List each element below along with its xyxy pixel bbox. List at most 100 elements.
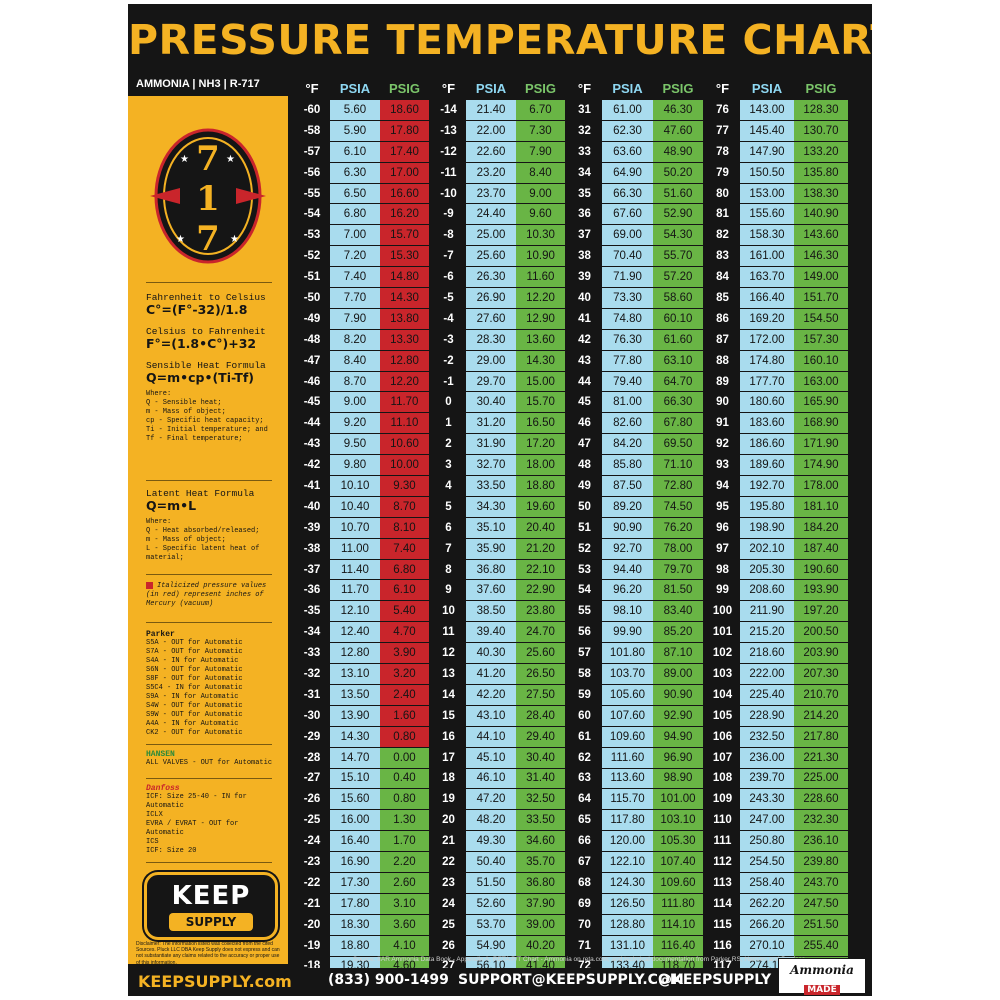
sensible-heat-formula: Q=m•cp•(Ti-Tf) <box>146 370 255 385</box>
temp-f-cell: 70 <box>565 914 602 936</box>
psia-cell: 33.50 <box>466 475 516 497</box>
temp-f-cell: 98 <box>703 559 740 581</box>
psia-cell: 5.60 <box>330 100 380 121</box>
footer-url[interactable]: KEEPSUPPLY.com <box>138 972 292 991</box>
table-row: -34 12.40 4.70 11 39.40 24.70 56 99.90 85.20 101 2… <box>294 621 848 644</box>
temp-f-cell: 93 <box>703 454 740 477</box>
psia-cell: 13.10 <box>330 663 380 685</box>
psia-cell: 101.80 <box>602 642 653 665</box>
psig-cell: 47.60 <box>653 120 704 142</box>
psig-cell: 8.40 <box>516 162 566 184</box>
temp-f-cell: -40 <box>294 496 330 518</box>
temp-f-cell: 110 <box>703 809 740 832</box>
keep-supply-logo: KEEP SUPPLY <box>144 872 278 940</box>
psig-cell: 2.20 <box>380 851 430 873</box>
table-row: -55 6.50 16.60 -10 23.70 9.00 35 66.30 51.60 80 15… <box>294 183 848 205</box>
psig-cell: 36.80 <box>516 872 566 894</box>
psig-cell: 11.60 <box>516 266 566 289</box>
temp-f-cell: 109 <box>703 788 740 811</box>
temp-f-cell: -55 <box>294 183 330 205</box>
psia-cell: 174.80 <box>740 350 794 372</box>
temp-f-cell: -8 <box>429 224 466 247</box>
psig-cell: 5.40 <box>380 600 430 623</box>
psia-cell: 39.40 <box>466 621 516 644</box>
psig-cell: 12.20 <box>380 371 430 393</box>
psia-cell: 9.00 <box>330 391 380 414</box>
temp-f-cell: -39 <box>294 517 330 539</box>
footer-email[interactable]: SUPPORT@KEEPSUPPLY.COM <box>458 972 684 988</box>
footer-handle[interactable]: @KEEPSUPPLY <box>658 972 772 988</box>
psig-cell: 37.90 <box>516 893 566 915</box>
temp-f-cell: -49 <box>294 308 330 330</box>
table-row: -31 13.50 2.40 14 42.20 27.50 59 105.60 90.90 104… <box>294 684 848 706</box>
psig-cell: 63.10 <box>653 350 704 372</box>
psia-cell: 153.00 <box>740 183 794 205</box>
psia-cell: 8.20 <box>330 329 380 351</box>
psia-cell: 169.20 <box>740 308 794 330</box>
psig-cell: 14.30 <box>516 350 566 372</box>
psig-cell: 151.70 <box>794 287 848 309</box>
psia-cell: 71.90 <box>602 266 653 289</box>
temp-f-cell: 2 <box>429 433 466 456</box>
temp-f-cell: 64 <box>565 788 602 811</box>
temp-f-cell: 24 <box>429 893 466 915</box>
temp-f-cell: 8 <box>429 559 466 581</box>
psig-cell: 116.40 <box>653 935 704 957</box>
hansen-block: HANSEN ALL VALVES - OUT for Automatic <box>146 750 276 768</box>
psia-cell: 40.30 <box>466 642 516 665</box>
psig-cell: 7.40 <box>380 538 430 560</box>
temp-f-cell: -52 <box>294 245 330 268</box>
psig-cell: 197.20 <box>794 600 848 623</box>
temp-f-cell: -38 <box>294 538 330 560</box>
parker-item: S4W - OUT for Automatic <box>146 702 243 710</box>
temp-f-cell: 97 <box>703 538 740 560</box>
psia-cell: 99.90 <box>602 621 653 644</box>
temp-f-cell: 55 <box>565 600 602 623</box>
psig-cell: 107.40 <box>653 851 704 873</box>
temp-f-cell: 42 <box>565 329 602 351</box>
psig-cell: 1.30 <box>380 809 430 832</box>
temp-f-cell: 0 <box>429 391 466 414</box>
psig-cell: 15.70 <box>516 391 566 414</box>
latent-heat-label: Latent Heat Formula <box>146 488 255 499</box>
psig-cell: 232.30 <box>794 809 848 832</box>
psia-cell: 11.70 <box>330 579 380 602</box>
supply-word: SUPPLY <box>169 913 253 931</box>
temp-f-cell: 13 <box>429 663 466 685</box>
psig-cell: 29.40 <box>516 726 566 748</box>
latent-term: m - Mass of object; <box>146 536 226 544</box>
column-header: °F <box>294 76 330 100</box>
temp-f-cell: -24 <box>294 830 330 853</box>
psia-cell: 79.40 <box>602 371 653 393</box>
psig-cell: 66.30 <box>653 391 704 414</box>
temp-f-cell: 87 <box>703 329 740 351</box>
psia-cell: 16.40 <box>330 830 380 853</box>
psia-cell: 76.30 <box>602 329 653 351</box>
psia-cell: 44.10 <box>466 726 516 748</box>
pt-table-area: °F PSIA PSIG °F PSIA PSIG °F PSIA PSIG °F PSIA PSIG… <box>294 76 872 996</box>
temp-f-cell: -51 <box>294 266 330 289</box>
psia-cell: 25.00 <box>466 224 516 247</box>
temp-f-cell: 69 <box>565 893 602 915</box>
footer-phone[interactable]: (833) 900-1499 <box>328 972 449 988</box>
psig-cell: 7.30 <box>516 120 566 142</box>
psig-cell: 55.70 <box>653 245 704 268</box>
parker-item: S9A - IN for Automatic <box>146 693 239 701</box>
psig-cell: 11.10 <box>380 412 430 435</box>
temp-f-cell: -50 <box>294 287 330 309</box>
psig-cell: 203.90 <box>794 642 848 665</box>
psig-cell: 71.10 <box>653 454 704 477</box>
table-row: -29 14.30 0.80 16 44.10 29.40 61 109.60 94.90 106… <box>294 726 848 748</box>
temp-f-cell: 45 <box>565 391 602 414</box>
psia-cell: 9.20 <box>330 412 380 435</box>
table-row: -48 8.20 13.30 -3 28.30 13.60 42 76.30 61.60 87 17… <box>294 329 848 351</box>
divider <box>146 574 272 575</box>
temp-f-cell: 81 <box>703 203 740 226</box>
temp-f-cell: 10 <box>429 600 466 623</box>
psig-cell: 114.10 <box>653 914 704 936</box>
temp-f-cell: 96 <box>703 517 740 539</box>
psia-cell: 6.30 <box>330 162 380 184</box>
parker-item: S5C4 - IN for Automatic <box>146 684 243 692</box>
psig-cell: 79.70 <box>653 559 704 581</box>
psig-cell: 17.20 <box>516 433 566 456</box>
